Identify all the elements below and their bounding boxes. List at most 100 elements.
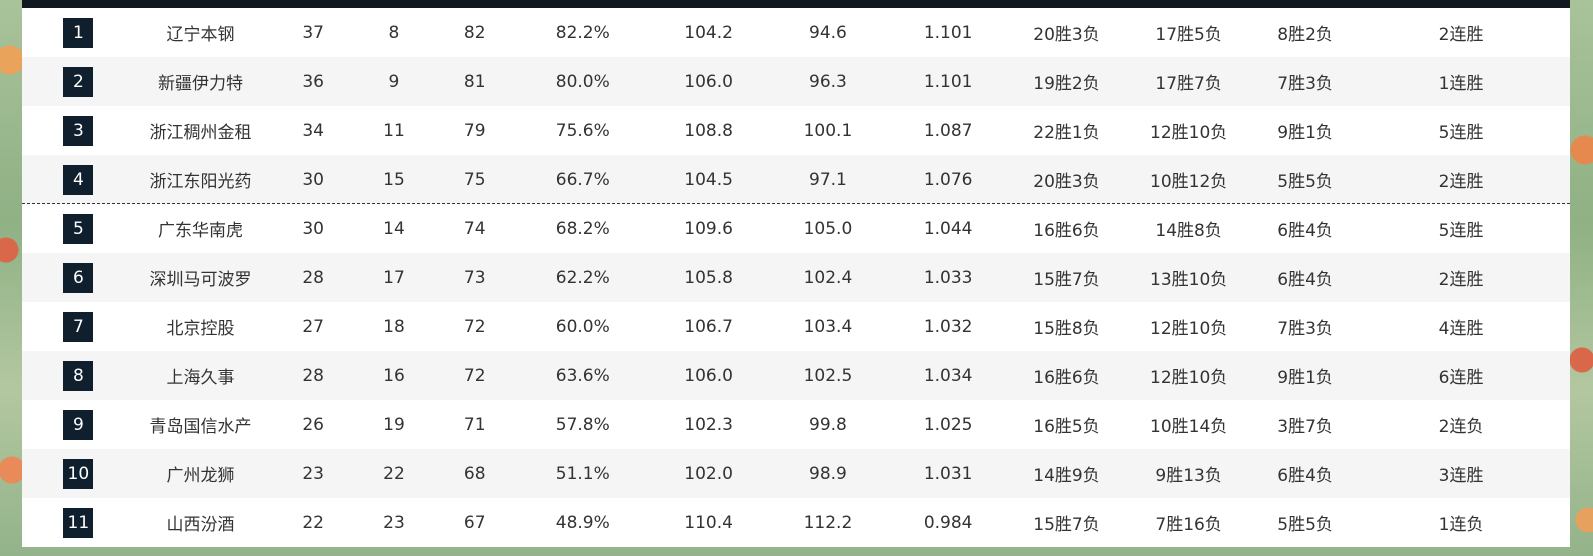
wins: 28 xyxy=(302,267,324,288)
streak: 1连负 xyxy=(1438,515,1484,535)
away-record: 12胜10负 xyxy=(1150,368,1228,388)
losses: 23 xyxy=(383,512,405,533)
home-record: 14胜9负 xyxy=(1033,466,1100,486)
streak: 3连胜 xyxy=(1438,466,1484,486)
points: 75 xyxy=(463,169,486,190)
table-row: 4 浙江东阳光药 30 15 75 66.7% 104.5 97.1 1.076… xyxy=(22,155,1570,204)
points-against: 97.1 xyxy=(809,169,847,190)
wins: 22 xyxy=(302,512,324,533)
losses: 19 xyxy=(383,414,405,435)
score-ratio: 1.034 xyxy=(923,365,973,386)
points-for: 106.0 xyxy=(684,365,733,386)
wins: 34 xyxy=(302,120,324,141)
away-record: 7胜16负 xyxy=(1155,515,1222,535)
points: 79 xyxy=(463,120,486,141)
rank-badge: 7 xyxy=(63,311,94,342)
home-record: 16胜6负 xyxy=(1033,368,1100,388)
points-for: 104.2 xyxy=(684,22,733,43)
table-row: 9 青岛国信水产 26 19 71 57.8% 102.3 99.8 1.025… xyxy=(22,400,1570,449)
score-ratio: 0.984 xyxy=(923,512,973,533)
points-against: 94.6 xyxy=(809,22,847,43)
last-ten: 8胜2负 xyxy=(1277,25,1333,45)
points-for: 105.8 xyxy=(684,267,733,288)
home-record: 19胜2负 xyxy=(1033,74,1100,94)
away-record: 10胜12负 xyxy=(1150,172,1228,192)
score-ratio: 1.076 xyxy=(923,169,973,190)
win-pct: 51.1% xyxy=(555,463,610,484)
losses: 18 xyxy=(383,316,405,337)
points: 71 xyxy=(463,414,486,435)
rank-badge: 2 xyxy=(63,66,94,97)
last-ten: 6胜4负 xyxy=(1277,270,1333,290)
away-record: 17胜5负 xyxy=(1155,25,1222,45)
points-against: 105.0 xyxy=(803,218,853,239)
losses: 16 xyxy=(383,365,405,386)
team-name: 青岛国信水产 xyxy=(149,417,252,437)
standings-table: 1 辽宁本钢 37 8 82 82.2% 104.2 94.6 1.101 20… xyxy=(22,8,1570,547)
wins: 28 xyxy=(302,365,324,386)
home-record: 15胜7负 xyxy=(1033,515,1100,535)
losses: 17 xyxy=(383,267,405,288)
score-ratio: 1.044 xyxy=(923,218,973,239)
team-name: 辽宁本钢 xyxy=(166,25,235,45)
streak: 4连胜 xyxy=(1438,319,1484,339)
table-row: 7 北京控股 27 18 72 60.0% 106.7 103.4 1.032 … xyxy=(22,302,1570,351)
win-pct: 82.2% xyxy=(555,22,610,43)
home-record: 15胜7负 xyxy=(1033,270,1100,290)
home-record: 20胜3负 xyxy=(1033,25,1100,45)
score-ratio: 1.101 xyxy=(923,22,973,43)
points: 73 xyxy=(463,267,486,288)
home-record: 20胜3负 xyxy=(1033,172,1100,192)
home-record: 22胜1负 xyxy=(1033,123,1100,143)
wins: 27 xyxy=(302,316,324,337)
points: 68 xyxy=(463,463,486,484)
table-row: 3 浙江稠州金租 34 11 79 75.6% 108.8 100.1 1.08… xyxy=(22,106,1570,155)
wins: 30 xyxy=(302,218,324,239)
points-against: 103.4 xyxy=(803,316,853,337)
win-pct: 48.9% xyxy=(555,512,610,533)
streak: 5连胜 xyxy=(1438,221,1484,241)
wins: 23 xyxy=(302,463,324,484)
last-ten: 9胜1负 xyxy=(1277,123,1333,143)
score-ratio: 1.025 xyxy=(923,414,973,435)
last-ten: 6胜4负 xyxy=(1277,221,1333,241)
streak: 2连胜 xyxy=(1438,270,1484,290)
win-pct: 60.0% xyxy=(555,316,610,337)
last-ten: 9胜1负 xyxy=(1277,368,1333,388)
score-ratio: 1.033 xyxy=(923,267,973,288)
streak: 2连胜 xyxy=(1438,172,1484,192)
points: 72 xyxy=(463,316,486,337)
win-pct: 68.2% xyxy=(555,218,610,239)
streak: 6连胜 xyxy=(1438,368,1484,388)
team-name: 深圳马可波罗 xyxy=(149,270,252,290)
points-against: 98.9 xyxy=(809,463,847,484)
streak: 5连胜 xyxy=(1438,123,1484,143)
win-pct: 80.0% xyxy=(555,71,610,92)
win-pct: 62.2% xyxy=(555,267,610,288)
points-against: 112.2 xyxy=(803,512,853,533)
table-row: 6 深圳马可波罗 28 17 73 62.2% 105.8 102.4 1.03… xyxy=(22,253,1570,302)
points-against: 102.4 xyxy=(803,267,853,288)
points-for: 102.0 xyxy=(684,463,733,484)
team-name: 山西汾酒 xyxy=(166,515,235,535)
rank-badge: 6 xyxy=(63,262,94,293)
home-record: 16胜5负 xyxy=(1033,417,1100,437)
team-name: 广州龙狮 xyxy=(166,466,235,486)
last-ten: 3胜7负 xyxy=(1277,417,1333,437)
points-against: 100.1 xyxy=(803,120,853,141)
team-name: 广东华南虎 xyxy=(157,221,243,241)
losses: 11 xyxy=(383,120,405,141)
losses: 15 xyxy=(383,169,405,190)
team-name: 浙江东阳光药 xyxy=(149,172,252,192)
points-for: 106.0 xyxy=(684,71,733,92)
streak: 1连胜 xyxy=(1438,74,1484,94)
losses: 8 xyxy=(388,22,400,43)
standings-panel: 1 辽宁本钢 37 8 82 82.2% 104.2 94.6 1.101 20… xyxy=(22,0,1570,547)
rank-badge: 9 xyxy=(63,409,94,440)
points-for: 106.7 xyxy=(684,316,733,337)
points-against: 99.8 xyxy=(809,414,847,435)
team-name: 浙江稠州金租 xyxy=(149,123,252,143)
losses: 14 xyxy=(383,218,405,239)
last-ten: 7胜3负 xyxy=(1277,319,1333,339)
rank-badge: 11 xyxy=(63,507,94,538)
